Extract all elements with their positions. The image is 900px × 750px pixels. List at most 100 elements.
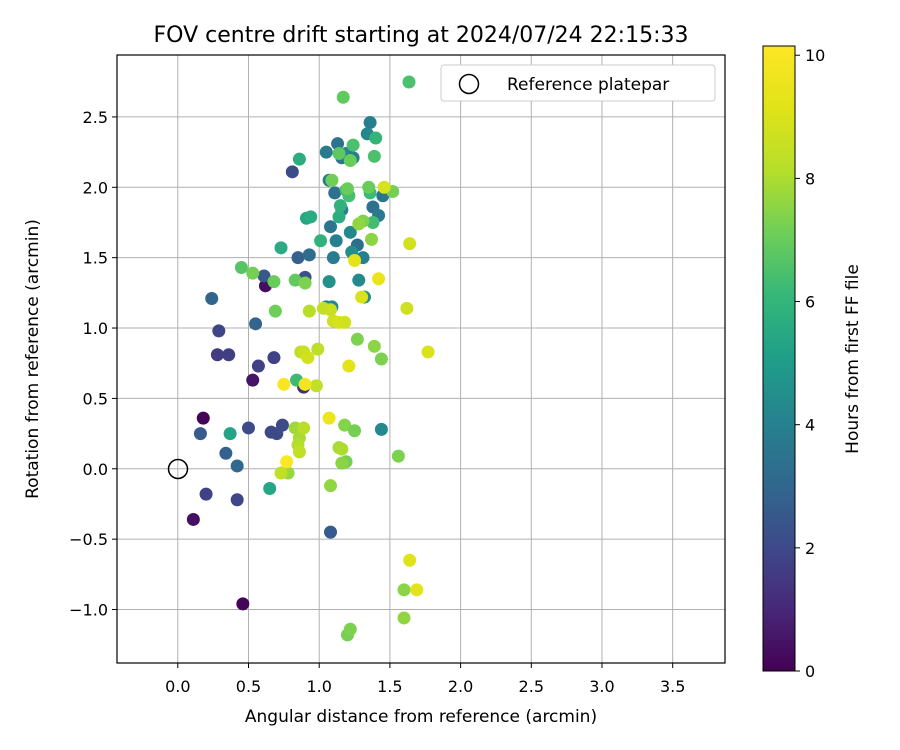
x-tick-label: 2.5	[519, 677, 544, 696]
data-point	[309, 379, 323, 393]
data-point	[230, 493, 244, 507]
data-point	[288, 273, 302, 287]
data-point	[331, 137, 345, 151]
data-point	[298, 276, 312, 290]
data-point	[230, 459, 244, 473]
y-tick-label: 0.0	[83, 460, 108, 479]
data-point	[335, 456, 349, 470]
data-point	[223, 427, 237, 441]
data-point	[311, 342, 325, 356]
data-point	[340, 182, 354, 196]
data-point	[298, 377, 312, 391]
data-point	[421, 345, 435, 359]
data-point	[292, 445, 306, 459]
data-point	[249, 317, 263, 331]
data-point	[348, 424, 362, 438]
data-point	[403, 553, 417, 567]
data-point	[302, 248, 316, 262]
legend-reference-label: Reference platepar	[507, 75, 669, 95]
x-tick-label: 2.0	[448, 677, 473, 696]
data-point	[372, 272, 386, 286]
x-tick-label: 0.5	[236, 677, 261, 696]
data-point	[199, 487, 213, 501]
data-point	[352, 217, 366, 231]
data-point	[332, 147, 346, 161]
colorbar-tick-label: 2	[805, 539, 815, 558]
data-point	[369, 131, 383, 145]
x-axis-ticks: 0.0 0.5 1.0 1.5 2.0 2.5 3.0 3.5	[165, 663, 685, 696]
colorbar-tick-label: 4	[805, 416, 815, 435]
data-point	[333, 199, 347, 213]
data-point	[274, 241, 288, 255]
y-axis-label: Rotation from reference (arcmin)	[23, 219, 43, 499]
data-point	[212, 324, 226, 338]
data-point	[336, 90, 350, 104]
data-point	[274, 466, 288, 480]
colorbar: 0 2 4 6 8 10 Hours from first FF file	[762, 45, 863, 681]
data-point	[277, 377, 291, 391]
y-tick-label: 0.5	[83, 389, 108, 408]
data-point	[324, 525, 338, 539]
data-point	[397, 583, 411, 597]
data-point	[301, 351, 315, 365]
data-point	[335, 442, 349, 456]
data-point	[205, 291, 219, 305]
data-point	[343, 225, 357, 239]
data-point	[234, 261, 248, 275]
colorbar-tick-label: 8	[805, 169, 815, 188]
y-tick-label: 2.0	[83, 178, 108, 197]
data-point	[346, 138, 360, 152]
data-point	[400, 301, 414, 315]
data-point	[291, 251, 305, 265]
data-point	[322, 411, 336, 425]
data-point	[210, 348, 224, 362]
data-point	[366, 215, 380, 229]
data-point	[348, 253, 362, 267]
data-point	[338, 315, 352, 329]
data-point	[302, 304, 316, 318]
data-point	[332, 210, 346, 224]
data-point	[363, 116, 377, 130]
data-point	[355, 290, 369, 304]
y-tick-label: 1.0	[83, 319, 108, 338]
x-tick-label: 1.0	[306, 677, 331, 696]
x-tick-label: 3.5	[660, 677, 685, 696]
data-point	[251, 359, 265, 373]
data-point	[304, 210, 318, 224]
data-point	[292, 152, 306, 166]
colorbar-tick-label: 0	[805, 662, 815, 681]
data-point	[342, 359, 356, 373]
data-point	[343, 154, 357, 168]
data-point	[362, 180, 376, 194]
data-point	[246, 266, 260, 280]
legend: Reference platepar	[402, 64, 716, 102]
data-point	[257, 269, 271, 283]
data-point	[338, 418, 352, 432]
chart-title: FOV centre drift starting at 2024/07/24 …	[154, 23, 689, 48]
y-tick-label: −0.5	[69, 530, 108, 549]
data-point	[219, 446, 233, 460]
data-points	[186, 90, 435, 642]
data-point	[324, 220, 338, 234]
data-point	[367, 149, 381, 163]
data-point	[267, 275, 281, 289]
data-point	[329, 234, 343, 248]
x-tick-label: 3.0	[589, 677, 614, 696]
data-point	[325, 173, 339, 187]
data-point	[196, 411, 210, 425]
data-point	[377, 180, 391, 194]
legend-data-marker	[402, 75, 416, 89]
data-point	[322, 275, 336, 289]
data-point	[391, 449, 405, 463]
data-point	[367, 339, 381, 353]
data-point	[314, 234, 328, 248]
data-point	[343, 622, 357, 636]
data-point	[246, 373, 260, 387]
y-axis-ticks: −1.0 −0.5 0.0 0.5 1.0 1.5 2.0 2.5	[69, 108, 117, 620]
x-axis-label: Angular distance from reference (arcmin)	[245, 707, 597, 727]
grid-lines	[117, 55, 725, 663]
colorbar-tick-label: 6	[805, 293, 815, 312]
data-point	[326, 251, 340, 265]
plot-frame	[116, 54, 726, 664]
